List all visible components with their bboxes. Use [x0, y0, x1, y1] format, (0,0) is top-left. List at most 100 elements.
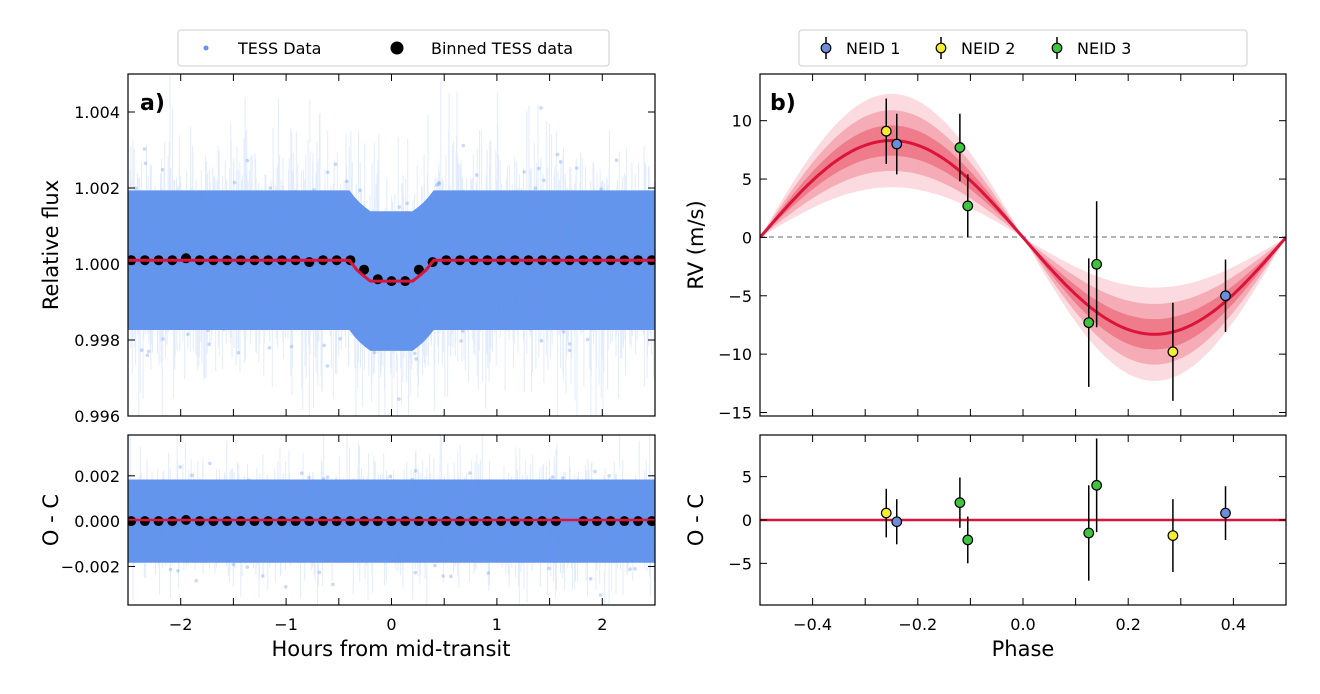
y-tick-label: 1.000 [74, 255, 120, 274]
raw-point [633, 297, 637, 302]
legend-neid: NEID 1 NEID 2 NEID 3 [798, 29, 1248, 67]
raw-point [400, 272, 405, 277]
raw-point [219, 267, 223, 272]
raw-point [507, 261, 511, 266]
raw-point [179, 214, 183, 218]
raw-point [421, 248, 425, 252]
raw-point [258, 203, 263, 207]
raw-point [489, 237, 494, 242]
raw-point [366, 480, 371, 485]
raw-point [500, 307, 505, 311]
panel-a-residual-ylabel: O - C [39, 494, 63, 546]
raw-point [273, 218, 278, 222]
legend-binned-marker [390, 41, 404, 55]
raw-point [475, 296, 479, 300]
raw-point [248, 243, 252, 247]
raw-point [437, 180, 441, 185]
raw-point [413, 570, 418, 575]
raw-point [405, 528, 409, 533]
raw-point [270, 529, 275, 534]
rv-point [1091, 258, 1103, 270]
x-tick-label: 0.2 [1115, 615, 1140, 634]
raw-point [256, 496, 261, 501]
legend-marker [935, 42, 947, 54]
raw-point [568, 548, 573, 552]
raw-point [527, 277, 531, 281]
raw-point [426, 309, 430, 314]
raw-point [464, 283, 469, 287]
raw-point [321, 535, 325, 539]
raw-point [253, 283, 258, 287]
raw-point [299, 261, 304, 266]
raw-point [438, 288, 443, 293]
raw-point [616, 247, 620, 251]
raw-point [325, 364, 330, 368]
raw-point [219, 242, 224, 247]
raw-point [246, 255, 251, 260]
raw-point [259, 262, 264, 267]
raw-point [200, 283, 204, 288]
raw-point [382, 503, 387, 508]
raw-point [322, 222, 327, 226]
raw-point [135, 525, 139, 530]
raw-point [342, 253, 346, 258]
raw-point [563, 273, 568, 278]
raw-point [373, 227, 378, 231]
raw-point [345, 275, 350, 279]
raw-point [211, 238, 215, 243]
raw-point [399, 542, 404, 547]
raw-point [606, 205, 610, 210]
raw-point [194, 531, 198, 535]
raw-point [470, 311, 475, 315]
raw-point [339, 498, 344, 503]
raw-point [227, 268, 232, 273]
raw-point [277, 538, 281, 542]
raw-point [472, 240, 477, 244]
raw-point [323, 496, 328, 501]
raw-point [539, 338, 544, 343]
raw-point [506, 204, 510, 209]
x-tick-label: −0.2 [898, 615, 937, 634]
legend-marker [1051, 42, 1063, 54]
raw-point [437, 294, 442, 299]
raw-point [581, 246, 585, 250]
raw-point [239, 207, 243, 212]
raw-point [386, 526, 391, 530]
panel-a-label: a) [140, 91, 165, 116]
raw-point [593, 469, 597, 474]
raw-point [208, 204, 212, 208]
raw-point [132, 280, 137, 285]
raw-point [358, 288, 362, 293]
raw-point [138, 512, 143, 517]
raw-point [392, 292, 397, 297]
raw-point [243, 274, 247, 279]
raw-point [607, 474, 611, 478]
raw-point [565, 301, 570, 306]
raw-point [515, 237, 520, 242]
raw-point [540, 295, 545, 300]
raw-point [170, 285, 174, 289]
raw-point [275, 235, 280, 240]
raw-point [415, 548, 420, 552]
raw-point [246, 237, 251, 241]
raw-point [216, 213, 221, 218]
raw-point [242, 544, 247, 548]
raw-point [443, 528, 448, 533]
raw-point [455, 244, 460, 249]
raw-point [588, 576, 593, 581]
raw-point [338, 272, 343, 276]
raw-point [587, 291, 592, 296]
raw-point [382, 257, 387, 262]
raw-point [341, 250, 346, 254]
raw-point [314, 310, 319, 315]
raw-point [405, 269, 410, 273]
raw-point [486, 571, 491, 575]
raw-point [638, 241, 642, 246]
raw-point [449, 245, 453, 249]
raw-point [296, 202, 300, 207]
raw-point [258, 526, 263, 531]
raw-point [557, 204, 562, 208]
raw-point [295, 276, 300, 280]
raw-point [231, 562, 235, 567]
raw-point [264, 266, 268, 271]
